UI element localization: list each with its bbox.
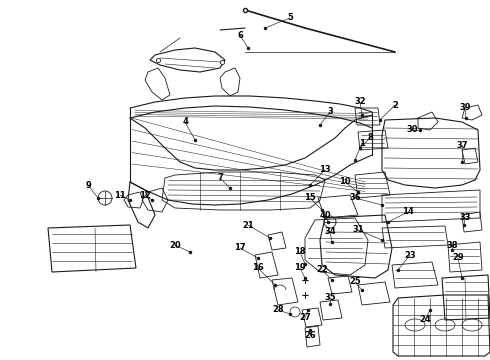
Text: 39: 39 xyxy=(459,104,471,112)
Text: 19: 19 xyxy=(294,264,306,273)
Text: 10: 10 xyxy=(339,177,351,186)
Text: 7: 7 xyxy=(217,174,223,183)
Text: 26: 26 xyxy=(304,330,316,339)
Text: 38: 38 xyxy=(446,240,458,249)
Text: 16: 16 xyxy=(252,264,264,273)
Text: 6: 6 xyxy=(237,31,243,40)
Text: 34: 34 xyxy=(324,228,336,237)
Text: 33: 33 xyxy=(459,213,471,222)
Text: 20: 20 xyxy=(169,240,181,249)
Text: 32: 32 xyxy=(354,98,366,107)
Text: 8: 8 xyxy=(367,134,373,143)
Text: 23: 23 xyxy=(404,251,416,260)
Text: 35: 35 xyxy=(324,293,336,302)
Text: 36: 36 xyxy=(349,194,361,202)
Text: 15: 15 xyxy=(304,194,316,202)
Text: 17: 17 xyxy=(234,243,246,252)
Text: 3: 3 xyxy=(327,108,333,117)
Text: 18: 18 xyxy=(294,248,306,256)
Text: 14: 14 xyxy=(402,207,414,216)
Text: 25: 25 xyxy=(349,278,361,287)
Text: 29: 29 xyxy=(452,253,464,262)
Text: 2: 2 xyxy=(392,100,398,109)
Text: 11: 11 xyxy=(114,190,126,199)
Text: 21: 21 xyxy=(242,220,254,230)
Text: 22: 22 xyxy=(316,266,328,274)
Text: 4: 4 xyxy=(182,117,188,126)
Text: 5: 5 xyxy=(287,13,293,22)
Text: 31: 31 xyxy=(352,225,364,234)
Text: 30: 30 xyxy=(406,126,418,135)
Text: 24: 24 xyxy=(419,315,431,324)
Text: 1: 1 xyxy=(359,139,365,148)
Text: 13: 13 xyxy=(319,166,331,175)
Text: 27: 27 xyxy=(299,314,311,323)
Text: 28: 28 xyxy=(272,306,284,315)
Text: 9: 9 xyxy=(85,180,91,189)
Text: 37: 37 xyxy=(456,140,468,149)
Text: 40: 40 xyxy=(319,211,331,220)
Text: 12: 12 xyxy=(139,190,151,199)
